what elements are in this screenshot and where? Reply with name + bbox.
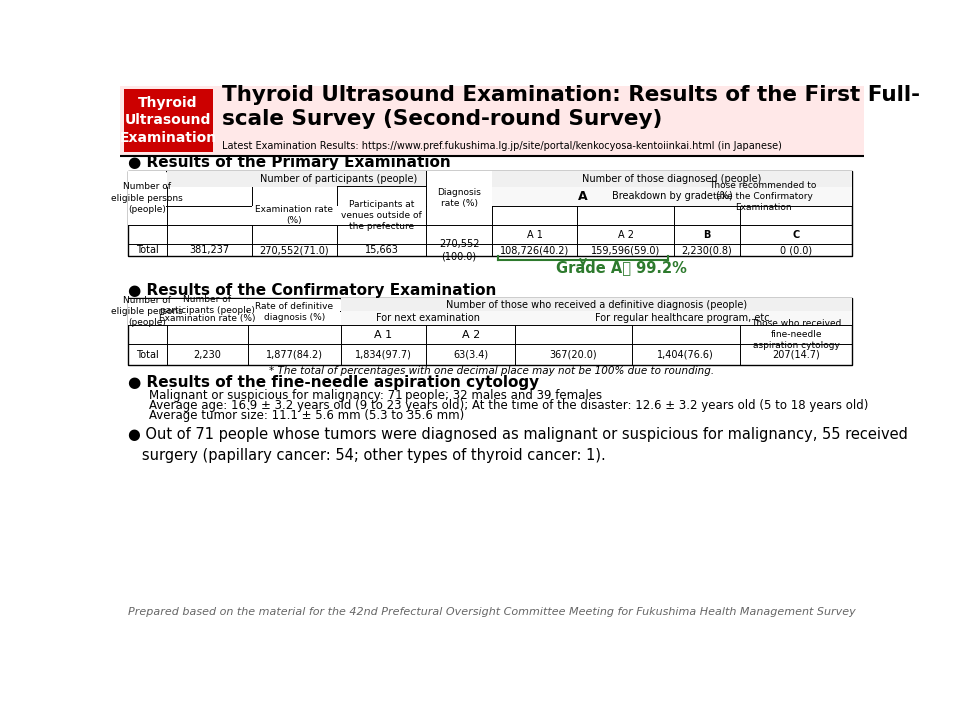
Text: Participants at
venues outside of
the prefecture: Participants at venues outside of the pr… bbox=[341, 199, 422, 231]
Bar bbox=[128, 171, 166, 225]
Text: Rate of definitive
diagnosis (%): Rate of definitive diagnosis (%) bbox=[255, 302, 333, 322]
Text: 1,834(97.7): 1,834(97.7) bbox=[355, 350, 412, 360]
Text: 159,596(59.0): 159,596(59.0) bbox=[591, 245, 660, 255]
Text: Latest Examination Results: https://www.pref.fukushima.lg.jp/site/portal/kenkocy: Latest Examination Results: https://www.… bbox=[223, 140, 782, 150]
Text: Number of participants (people): Number of participants (people) bbox=[260, 174, 418, 184]
Bar bbox=[166, 171, 337, 186]
Text: Examination rate (%): Examination rate (%) bbox=[159, 314, 255, 323]
Text: Breakdown by grade (%): Breakdown by grade (%) bbox=[612, 191, 732, 201]
Text: 270,552(71.0): 270,552(71.0) bbox=[259, 245, 329, 255]
Bar bbox=[128, 299, 166, 325]
Text: Thyroid
Ultrasound
Examination: Thyroid Ultrasound Examination bbox=[119, 96, 217, 145]
Bar bbox=[492, 186, 674, 205]
Text: B: B bbox=[704, 230, 710, 240]
Text: 63(3.4): 63(3.4) bbox=[453, 350, 489, 360]
Bar bbox=[120, 86, 864, 156]
Text: Diagnosis
rate (%): Diagnosis rate (%) bbox=[437, 188, 481, 208]
Text: Those who received
fine-needle
aspiration cytology: Those who received fine-needle aspiratio… bbox=[751, 319, 841, 351]
Text: A 2: A 2 bbox=[462, 330, 480, 340]
Text: 15,663: 15,663 bbox=[365, 245, 398, 255]
Text: 2,230(0.8): 2,230(0.8) bbox=[682, 245, 732, 255]
Bar bbox=[341, 311, 852, 325]
Text: For next examination: For next examination bbox=[376, 313, 480, 323]
Bar bbox=[632, 311, 739, 325]
Text: Examination rate
(%): Examination rate (%) bbox=[255, 205, 333, 225]
Text: Those recommended to
take the Confirmatory
Examination: Those recommended to take the Confirmato… bbox=[709, 181, 817, 212]
Text: 367(20.0): 367(20.0) bbox=[549, 350, 597, 360]
Text: 108,726(40.2): 108,726(40.2) bbox=[500, 245, 569, 255]
Text: Average age: 16.9 ± 3.2 years old (9 to 23 years old); At the time of the disast: Average age: 16.9 ± 3.2 years old (9 to … bbox=[150, 399, 869, 412]
Text: 381,237: 381,237 bbox=[189, 245, 229, 255]
Bar bbox=[426, 171, 492, 225]
Text: A: A bbox=[578, 189, 588, 202]
Text: ● Out of 71 people whose tumors were diagnosed as malignant or suspicious for ma: ● Out of 71 people whose tumors were dia… bbox=[128, 427, 907, 463]
Bar bbox=[167, 311, 248, 325]
Text: 1,877(84.2): 1,877(84.2) bbox=[266, 350, 323, 360]
Text: Number of
eligible persons
(people): Number of eligible persons (people) bbox=[111, 182, 183, 214]
Text: 2,230: 2,230 bbox=[193, 350, 221, 360]
Bar bbox=[341, 298, 852, 311]
Bar bbox=[128, 298, 852, 365]
Text: Number of those diagnosed (people): Number of those diagnosed (people) bbox=[583, 174, 762, 184]
Text: Thyroid Ultrasound Examination: Results of the First Full-
scale Survey (Second-: Thyroid Ultrasound Examination: Results … bbox=[223, 85, 921, 129]
Bar bbox=[675, 186, 852, 205]
Text: Malignant or suspicious for malignancy: 71 people; 32 males and 39 females: Malignant or suspicious for malignancy: … bbox=[150, 389, 603, 402]
Bar bbox=[252, 171, 425, 186]
Text: Grade A： 99.2%: Grade A： 99.2% bbox=[557, 261, 687, 276]
Text: 270,552
(100.0): 270,552 (100.0) bbox=[439, 239, 479, 261]
Bar bbox=[337, 206, 425, 225]
Text: A 1: A 1 bbox=[527, 230, 542, 240]
Text: Total: Total bbox=[135, 245, 158, 255]
Text: Number of
eligible persons
(people): Number of eligible persons (people) bbox=[111, 296, 183, 327]
Text: 1,404(76.6): 1,404(76.6) bbox=[658, 350, 714, 360]
Text: ● Results of the Primary Examination: ● Results of the Primary Examination bbox=[128, 155, 450, 170]
Bar bbox=[492, 186, 852, 205]
Bar bbox=[124, 89, 213, 152]
Text: Total: Total bbox=[135, 350, 158, 360]
Text: C: C bbox=[793, 230, 800, 240]
Bar bbox=[249, 299, 341, 325]
Bar bbox=[167, 299, 248, 311]
Text: A 1: A 1 bbox=[374, 330, 393, 340]
Bar bbox=[341, 311, 515, 325]
Bar bbox=[516, 311, 852, 325]
Text: Number of
participants (people): Number of participants (people) bbox=[159, 294, 254, 315]
Text: A 2: A 2 bbox=[617, 230, 634, 240]
Text: Number of those who received a definitive diagnosis (people): Number of those who received a definitiv… bbox=[446, 300, 747, 310]
Text: 0 (0.0): 0 (0.0) bbox=[780, 245, 812, 255]
Bar bbox=[252, 206, 337, 225]
Text: Average tumor size: 11.1 ± 5.6 mm (5.3 to 35.6 mm): Average tumor size: 11.1 ± 5.6 mm (5.3 t… bbox=[150, 409, 465, 422]
Text: ● Results of the Confirmatory Examination: ● Results of the Confirmatory Examinatio… bbox=[128, 283, 496, 298]
Bar bbox=[492, 186, 852, 206]
Text: Prepared based on the material for the 42nd Prefectural Oversight Committee Meet: Prepared based on the material for the 4… bbox=[128, 606, 856, 616]
Bar bbox=[492, 171, 852, 186]
Bar bbox=[492, 171, 852, 186]
Text: For regular healthcare program, etc.: For regular healthcare program, etc. bbox=[595, 313, 773, 323]
Text: * The total of percentages with one decimal place may not be 100% due to roundin: * The total of percentages with one deci… bbox=[270, 366, 714, 376]
Text: 207(14.7): 207(14.7) bbox=[772, 350, 820, 360]
Text: ● Results of the fine-needle aspiration cytology: ● Results of the fine-needle aspiration … bbox=[128, 374, 539, 390]
Bar bbox=[341, 299, 852, 311]
Bar bbox=[128, 171, 852, 256]
